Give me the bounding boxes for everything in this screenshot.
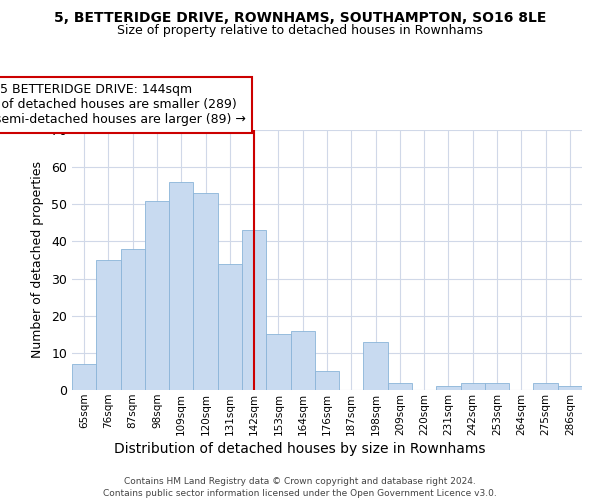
Bar (193, 193, 218, 390)
Text: Contains HM Land Registry data © Crown copyright and database right 2024.: Contains HM Land Registry data © Crown c… (124, 478, 476, 486)
Bar (218, 264, 242, 390)
Bar (558, 386, 582, 390)
Bar (72, 364, 96, 390)
Bar (533, 382, 558, 390)
Bar (388, 382, 412, 390)
Bar (145, 200, 169, 390)
Text: Contains public sector information licensed under the Open Government Licence v3: Contains public sector information licen… (103, 489, 497, 498)
Text: Size of property relative to detached houses in Rownhams: Size of property relative to detached ho… (117, 24, 483, 37)
Bar (121, 249, 145, 390)
Bar (436, 386, 461, 390)
Text: 5, BETTERIDGE DRIVE, ROWNHAMS, SOUTHAMPTON, SO16 8LE: 5, BETTERIDGE DRIVE, ROWNHAMS, SOUTHAMPT… (54, 11, 546, 25)
Bar (461, 382, 485, 390)
Text: 5 BETTERIDGE DRIVE: 144sqm
← 76% of detached houses are smaller (289)
24% of sem: 5 BETTERIDGE DRIVE: 144sqm ← 76% of deta… (0, 84, 246, 126)
Bar (315, 372, 339, 390)
Bar (485, 382, 509, 390)
Bar (266, 334, 290, 390)
Bar (169, 182, 193, 390)
Bar (364, 342, 388, 390)
Y-axis label: Number of detached properties: Number of detached properties (31, 162, 44, 358)
Bar (290, 330, 315, 390)
Text: Distribution of detached houses by size in Rownhams: Distribution of detached houses by size … (114, 442, 486, 456)
Bar (242, 230, 266, 390)
Bar (96, 260, 121, 390)
